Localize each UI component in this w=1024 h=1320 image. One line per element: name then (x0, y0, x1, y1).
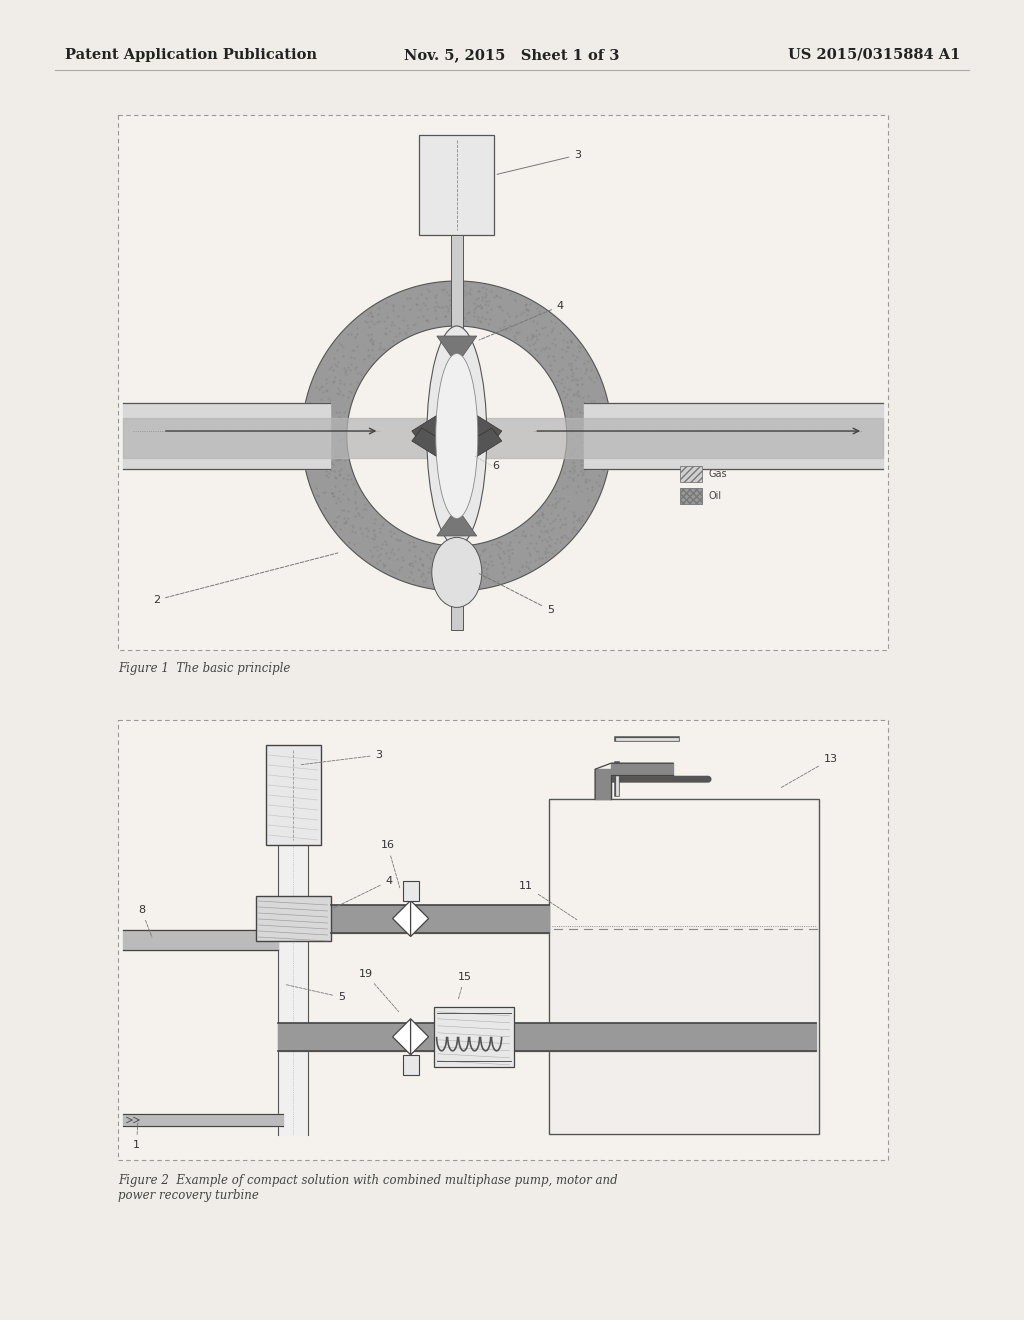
Text: Oil: Oil (709, 491, 721, 502)
Polygon shape (392, 1019, 411, 1055)
Text: 4: 4 (479, 301, 564, 341)
Polygon shape (412, 428, 452, 466)
Polygon shape (437, 516, 477, 536)
Text: 6: 6 (492, 461, 499, 471)
Text: 2: 2 (153, 553, 338, 605)
Bar (433, 1007, 514, 1067)
Ellipse shape (432, 537, 482, 607)
Bar (680, 466, 702, 482)
Ellipse shape (427, 326, 486, 546)
Text: Gas: Gas (709, 469, 727, 479)
Ellipse shape (436, 354, 478, 519)
Text: 5: 5 (479, 574, 554, 615)
Bar (419, 135, 495, 235)
Text: 16: 16 (381, 841, 399, 888)
Text: Patent Application Publication: Patent Application Publication (65, 48, 317, 62)
Bar (680, 488, 702, 504)
Text: 11: 11 (519, 882, 577, 920)
Polygon shape (462, 407, 502, 444)
Text: 13: 13 (780, 754, 838, 788)
Polygon shape (462, 428, 502, 466)
Polygon shape (411, 1019, 429, 1055)
Bar (118, 719, 888, 1160)
Polygon shape (302, 281, 611, 591)
Bar (402, 1055, 419, 1074)
Text: Figure 1  The basic principle: Figure 1 The basic principle (118, 663, 291, 675)
Text: 1: 1 (133, 1123, 140, 1150)
Bar (402, 880, 419, 900)
Polygon shape (412, 407, 452, 444)
Text: 3: 3 (497, 150, 582, 174)
Text: 4: 4 (333, 876, 392, 908)
Bar (118, 115, 888, 649)
Polygon shape (392, 900, 411, 936)
Text: 5: 5 (286, 985, 345, 1002)
Text: 8: 8 (138, 906, 152, 937)
Text: US 2015/0315884 A1: US 2015/0315884 A1 (787, 48, 961, 62)
Text: Figure 2  Example of compact solution with combined multiphase pump, motor and
p: Figure 2 Example of compact solution wit… (118, 1173, 617, 1203)
Text: 3: 3 (301, 750, 383, 764)
Polygon shape (347, 326, 567, 546)
Text: 19: 19 (358, 969, 398, 1011)
Bar (265, 744, 321, 845)
Text: Nov. 5, 2015   Sheet 1 of 3: Nov. 5, 2015 Sheet 1 of 3 (404, 48, 620, 62)
Bar (549, 799, 819, 1134)
Text: 15: 15 (458, 972, 472, 999)
Polygon shape (437, 337, 477, 356)
Bar (451, 529, 463, 630)
Bar (451, 235, 463, 342)
Bar (256, 896, 331, 941)
Polygon shape (411, 900, 429, 936)
